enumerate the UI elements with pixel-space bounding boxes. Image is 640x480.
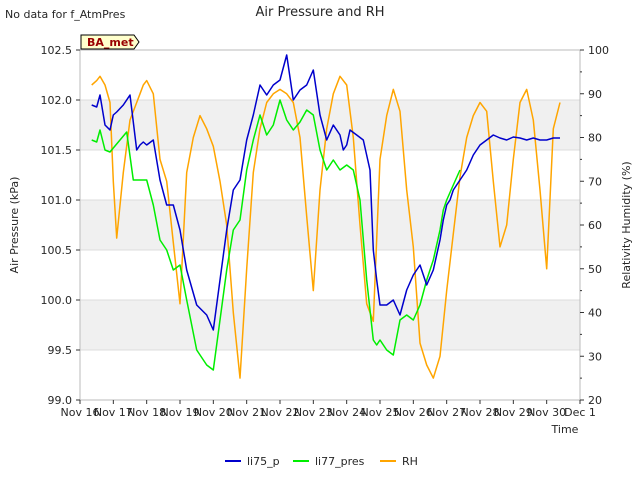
x-tick-label: Nov 18	[127, 406, 166, 419]
x-tick-label: Nov 28	[461, 406, 500, 419]
y-tick-label-right: 80	[588, 132, 602, 145]
series-line-rh	[91, 75, 561, 379]
x-tick-label: Nov 25	[361, 406, 400, 419]
y-tick-label-left: 100.0	[41, 294, 73, 307]
y-axis-label-right: Relativity Humidity (%)	[620, 161, 633, 288]
x-tick-label: Nov 26	[394, 406, 433, 419]
y-axis-label-left: Air Pressure (kPa)	[8, 177, 21, 274]
chart-title: Air Pressure and RH	[255, 5, 384, 20]
x-tick-label: Nov 27	[427, 406, 466, 419]
x-tick-label: Dec 1	[564, 406, 596, 419]
series-lines	[91, 54, 561, 379]
site-badge: BA_met	[80, 34, 140, 50]
series-line-li77-pres	[91, 99, 461, 371]
y-tick-label-left: 100.5	[41, 244, 73, 257]
axis-ticks: 99.0 99.5 100.0 100.5 101.0 101.5 102.0 102.5 20…	[41, 44, 610, 419]
y-tick-label-right: 60	[588, 219, 602, 232]
x-tick-label: Nov 16	[61, 406, 100, 419]
legend-label: li75_p	[247, 455, 280, 468]
y-tick-label-right: 70	[588, 175, 602, 188]
x-tick-label: Nov 19	[161, 406, 200, 419]
x-tick-label: Nov 17	[94, 406, 133, 419]
grey-band	[80, 300, 580, 350]
x-tick-label: Nov 20	[194, 406, 233, 419]
y-tick-label-right: 30	[588, 350, 602, 363]
x-tick-label: Nov 22	[261, 406, 300, 419]
y-tick-label-right: 50	[588, 263, 602, 276]
y-tick-label-left: 101.0	[41, 194, 73, 207]
x-tick-label: Nov 21	[227, 406, 266, 419]
site-label: BA_met	[87, 36, 134, 49]
series-line-li75-p	[91, 54, 560, 331]
grey-band	[80, 200, 580, 250]
legend: li75_p li77_pres RH	[225, 455, 418, 468]
background-bands	[80, 100, 580, 350]
legend-label: li77_pres	[315, 455, 365, 468]
legend-label: RH	[402, 455, 418, 468]
y-tick-label-left: 102.5	[41, 44, 73, 57]
y-tick-label-left: 99.0	[48, 394, 73, 407]
x-tick-label: Nov 29	[494, 406, 533, 419]
y-tick-label-left: 99.5	[48, 344, 73, 357]
y-tick-label-right: 40	[588, 307, 602, 320]
y-tick-label-right: 100	[588, 44, 609, 57]
x-tick-label: Nov 30	[527, 406, 566, 419]
x-tick-label: Nov 24	[327, 406, 366, 419]
y-tick-label-right: 90	[588, 88, 602, 101]
notice-text: No data for f_AtmPres	[5, 8, 126, 21]
x-axis-label: Time	[551, 423, 579, 436]
x-tick-label: Nov 23	[294, 406, 333, 419]
y-tick-label-right: 20	[588, 394, 602, 407]
y-tick-label-left: 102.0	[41, 94, 73, 107]
y-tick-label-left: 101.5	[41, 144, 73, 157]
